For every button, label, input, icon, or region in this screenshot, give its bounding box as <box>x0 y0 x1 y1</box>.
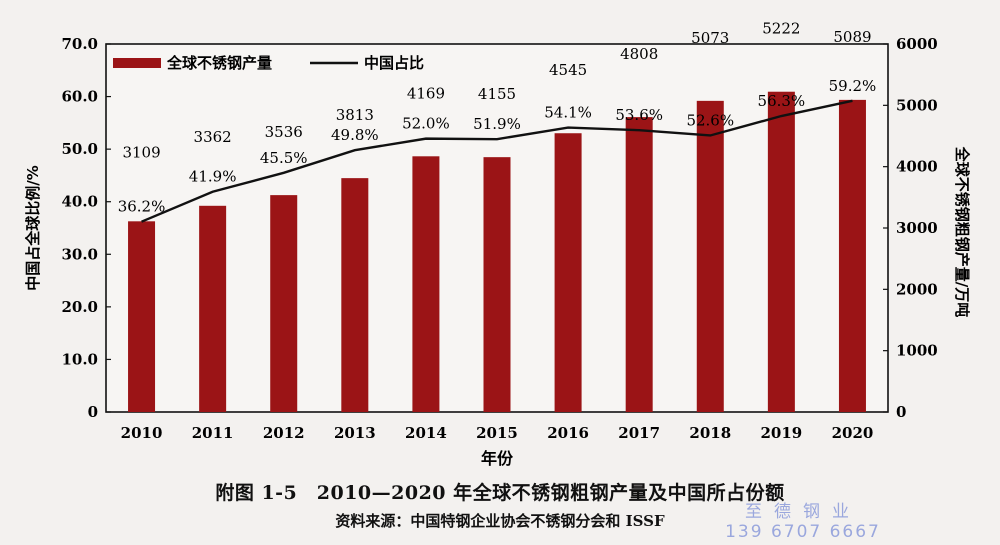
legend-line-label: 中国占比 <box>364 54 424 72</box>
left-tick-label: 30.0 <box>61 245 98 263</box>
bar-value-label: 5073 <box>691 29 729 47</box>
x-tick-label: 2010 <box>121 424 163 442</box>
x-tick-label: 2015 <box>476 424 518 442</box>
left-tick-label: 50.0 <box>61 140 98 158</box>
line-value-label: 51.9% <box>473 115 521 133</box>
bar <box>554 133 582 413</box>
line-value-label: 52.6% <box>686 111 734 129</box>
x-tick-label: 2020 <box>832 424 874 442</box>
line-value-label: 41.9% <box>189 168 237 186</box>
x-tick-label: 2011 <box>192 424 234 442</box>
watermark-company: 至德钢业 <box>745 502 861 522</box>
figure-source: 资料来源：中国特钢企业协会不锈钢分会和 ISSF <box>335 512 665 530</box>
bar-value-label: 3362 <box>194 128 232 146</box>
bar <box>696 100 724 412</box>
right-tick-label: 4000 <box>896 158 938 176</box>
left-tick-label: 70.0 <box>61 35 98 53</box>
bar <box>412 156 440 412</box>
bar <box>341 178 369 412</box>
left-tick-label: 20.0 <box>61 298 98 316</box>
x-axis-title: 年份 <box>481 449 514 468</box>
left-axis-title: 中国占全球比例/% <box>24 165 42 291</box>
legend-bar-label: 全球不锈钢产量 <box>166 54 272 72</box>
legend: 全球不锈钢产量 中国占比 <box>113 54 424 72</box>
bar <box>838 99 866 412</box>
line-value-label: 52.0% <box>402 115 450 133</box>
x-tick-label: 2014 <box>405 424 447 442</box>
left-tick-label: 40.0 <box>61 193 98 211</box>
line-group <box>141 99 853 223</box>
line-value-label: 45.5% <box>260 149 308 167</box>
line-value-label: 56.3% <box>758 92 806 110</box>
bar-value-label: 3813 <box>336 106 374 124</box>
right-tick-label: 6000 <box>896 35 938 53</box>
bar <box>625 117 653 412</box>
right-tick-label: 5000 <box>896 96 938 114</box>
right-tick-label: 3000 <box>896 219 938 237</box>
right-tick-label: 1000 <box>896 342 938 360</box>
bar-value-label: 4155 <box>478 85 516 103</box>
line-value-label: 49.8% <box>331 126 379 144</box>
right-tick-label: 2000 <box>896 280 938 298</box>
left-tick-label: 0 <box>88 403 98 421</box>
data-labels-group: 3109 3362 3536 3813 4169 4155 4545 4808 5073 5222… <box>118 20 877 216</box>
line-value-label: 54.1% <box>544 104 592 122</box>
bar-value-label: 3536 <box>265 123 303 141</box>
right-tick-label: 0 <box>896 403 906 421</box>
combo-chart: 3109 3362 3536 3813 4169 4155 4545 4808 5073 5222… <box>24 20 971 468</box>
bar-value-label: 4808 <box>620 45 658 63</box>
line-value-label: 53.6% <box>615 106 663 124</box>
figure-title: 附图 1-5 2010—2020 年全球不锈钢粗钢产量及中国所占份额 <box>215 482 785 504</box>
watermark: 至德钢业 139 6707 6667 <box>718 502 888 542</box>
x-tick-label: 2018 <box>689 424 731 442</box>
bar <box>199 205 227 412</box>
bar <box>270 195 298 412</box>
left-tick-label: 10.0 <box>61 350 98 368</box>
x-tick-label: 2013 <box>334 424 376 442</box>
x-tick-label: 2019 <box>760 424 802 442</box>
line-value-label: 36.2% <box>118 198 166 216</box>
bar <box>483 157 511 412</box>
bar-value-label: 3109 <box>122 143 160 161</box>
x-tick-label: 2012 <box>263 424 305 442</box>
bar <box>128 221 156 412</box>
right-axis-title: 全球不锈钢粗钢产量/万吨 <box>953 146 971 317</box>
line-value-label: 59.2% <box>829 77 877 95</box>
bar-value-label: 4545 <box>549 61 587 79</box>
axes-group: 0 10.0 20.0 30.0 40.0 50.0 60.0 70.0 0 1000 2000 30… <box>24 35 971 468</box>
bar <box>767 91 795 412</box>
bar-value-label: 5089 <box>833 28 871 46</box>
left-tick-label: 60.0 <box>61 88 98 106</box>
x-tick-label: 2016 <box>547 424 589 442</box>
bars-group <box>128 91 866 413</box>
bar-value-label: 5222 <box>762 20 800 38</box>
x-tick-label: 2017 <box>618 424 660 442</box>
legend-bar-swatch <box>113 58 161 68</box>
watermark-phone: 139 6707 6667 <box>725 522 881 542</box>
bar-value-label: 4169 <box>407 84 445 102</box>
